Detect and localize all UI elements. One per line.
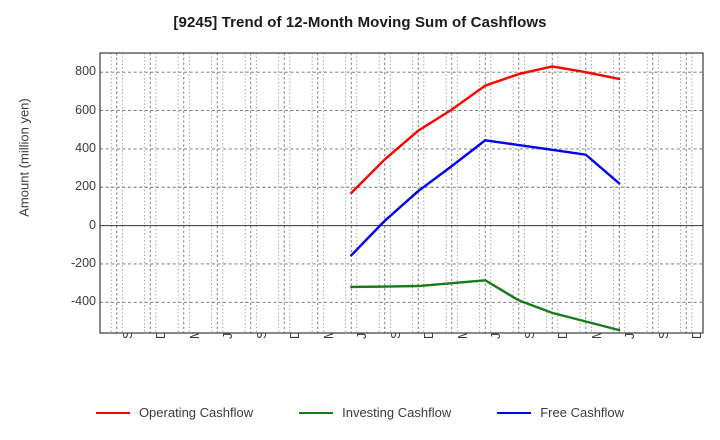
- chart-title: [9245] Trend of 12-Month Moving Sum of C…: [173, 14, 547, 31]
- y-tick-label: -200: [70, 255, 96, 270]
- y-tick-label: 600: [75, 102, 96, 117]
- series-line-free-cashflow: [350, 139, 621, 257]
- chart-legend: Operating Cashflow Investing Cashflow Free…: [0, 405, 720, 420]
- y-tick-label: 400: [75, 140, 96, 155]
- legend-label: Operating Cashflow: [138, 405, 254, 420]
- legend-line-icon: [299, 411, 334, 414]
- horizontal-gridlines: [100, 71, 703, 303]
- legend-line-icon: [497, 411, 532, 414]
- series-line-operating-cashflow: [350, 65, 621, 195]
- vertical-gridlines: [116, 53, 687, 333]
- legend-label: Investing Cashflow: [342, 405, 452, 420]
- y-tick-label: 200: [75, 179, 96, 194]
- legend-item[interactable]: Operating Cashflow: [95, 405, 254, 420]
- legend-label: Free Cashflow: [540, 405, 625, 420]
- y-tick-label: -400: [70, 294, 96, 309]
- legend-item[interactable]: Free Cashflow: [497, 405, 624, 420]
- y-tick-label: 800: [75, 64, 96, 79]
- plot-background: [100, 53, 703, 333]
- plot-border: [99, 52, 704, 334]
- y-axis-tick-labels: 800 600 400 200 0 -200 -400: [32, 0, 96, 440]
- series-line-investing-cashflow: [350, 279, 621, 332]
- legend-line-icon: [95, 411, 130, 414]
- y-tick-label: 0: [89, 217, 96, 232]
- legend-item[interactable]: Investing Cashflow: [299, 405, 451, 420]
